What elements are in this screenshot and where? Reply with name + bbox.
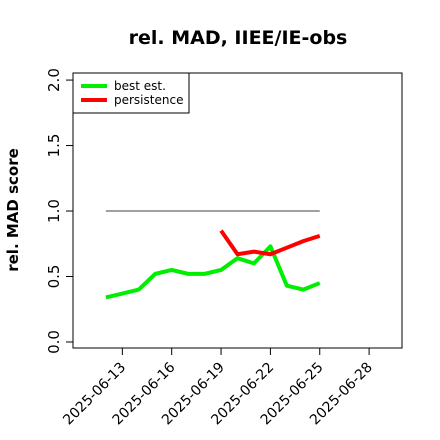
y-tick-label: 1.0: [45, 199, 63, 223]
y-tick-label: 1.5: [45, 134, 63, 158]
legend-label: persistence: [114, 93, 183, 107]
legend-box: [72, 72, 190, 114]
chart-title: rel. MAD, IIEE/IE-obs: [129, 27, 348, 49]
y-tick-label: 2.0: [45, 68, 63, 92]
y-tick-label: 0.5: [45, 265, 63, 289]
legend-label: best est.: [114, 79, 166, 93]
series-line: [219, 229, 321, 257]
series-line: [105, 244, 321, 300]
plot-frame: [72, 72, 403, 349]
y-tick-label: 0.0: [45, 330, 63, 354]
y-axis-label: rel. MAD score: [4, 148, 22, 272]
